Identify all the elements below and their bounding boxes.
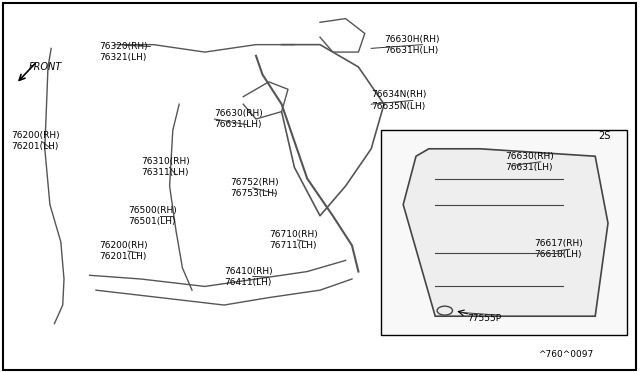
Text: 76201(LH): 76201(LH): [99, 252, 147, 261]
Text: 76711(LH): 76711(LH): [269, 241, 316, 250]
Text: 76411(LH): 76411(LH): [224, 278, 271, 287]
Text: 76410(RH): 76410(RH): [224, 267, 273, 276]
Text: FRONT: FRONT: [29, 62, 62, 72]
Text: 76635N(LH): 76635N(LH): [371, 102, 426, 110]
Text: 76321(LH): 76321(LH): [99, 53, 147, 62]
Text: 76311(LH): 76311(LH): [141, 169, 188, 177]
Text: 76631(LH): 76631(LH): [214, 120, 262, 129]
Text: 76618(LH): 76618(LH): [534, 250, 582, 259]
Text: 76200(RH): 76200(RH): [99, 241, 148, 250]
Bar: [381, 130, 627, 335]
Text: 76630(RH): 76630(RH): [214, 109, 263, 118]
Text: 76752(RH): 76752(RH): [230, 178, 279, 187]
Text: 77555P: 77555P: [467, 314, 501, 323]
Text: 76630H(RH): 76630H(RH): [384, 35, 440, 44]
Text: 76501(LH): 76501(LH): [128, 217, 175, 226]
Text: ^760^0097: ^760^0097: [538, 350, 593, 359]
Text: 76617(RH): 76617(RH): [534, 239, 583, 248]
Text: 76200(RH): 76200(RH): [12, 131, 60, 140]
Text: 76710(RH): 76710(RH): [269, 230, 317, 239]
Text: 76753(LH): 76753(LH): [230, 189, 278, 198]
Text: 76630(RH): 76630(RH): [506, 152, 554, 161]
Polygon shape: [403, 149, 608, 316]
Text: 76634N(RH): 76634N(RH): [371, 90, 427, 99]
Text: 76500(RH): 76500(RH): [128, 206, 177, 215]
Text: 2S: 2S: [598, 131, 611, 141]
Text: 76310(RH): 76310(RH): [141, 157, 189, 166]
Text: 76631(LH): 76631(LH): [506, 163, 553, 172]
Text: 76201(LH): 76201(LH): [12, 142, 59, 151]
Text: 76631H(LH): 76631H(LH): [384, 46, 438, 55]
Text: 76320(RH): 76320(RH): [99, 42, 148, 51]
